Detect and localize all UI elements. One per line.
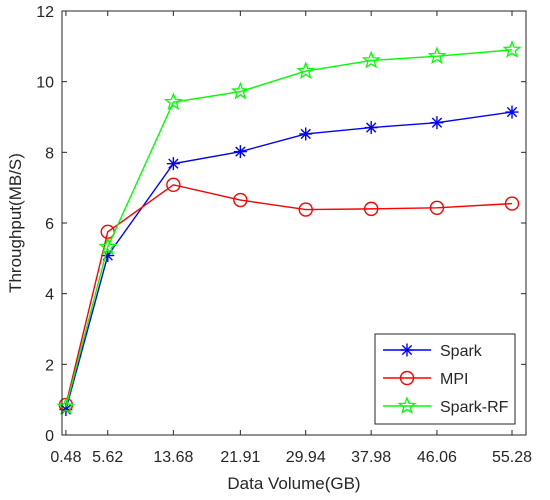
y-tick-label: 2: [45, 357, 54, 374]
data-point-spark-rf: [56, 396, 76, 415]
data-point-spark: [430, 116, 444, 130]
legend-label: Spark: [440, 343, 483, 360]
legend-label: MPI: [440, 371, 468, 388]
data-point-mpi: [429, 200, 445, 216]
x-tick-label: 5.62: [92, 449, 123, 466]
data-point-mpi: [363, 201, 379, 217]
data-point-mpi: [233, 192, 248, 208]
y-tick-label: 4: [45, 287, 54, 304]
legend-marker: [397, 396, 417, 414]
data-point-spark-rf: [502, 40, 522, 58]
data-point-spark: [166, 157, 180, 171]
y-axis-label: Throughput(MB/S): [6, 153, 25, 293]
y-tick-label: 10: [36, 75, 54, 92]
data-point-spark-rf: [98, 237, 118, 255]
y-tick-label: 6: [45, 216, 54, 233]
data-point-spark-rf: [427, 46, 447, 65]
legend-item-spark: Spark: [383, 343, 483, 360]
legend-label: Spark-RF: [440, 399, 509, 416]
data-point-mpi: [504, 196, 520, 211]
x-tick-label: 29.94: [286, 449, 326, 466]
series-line-spark: [65, 111, 513, 410]
y-tick-label: 12: [36, 4, 54, 21]
plot-frame: [61, 10, 527, 436]
data-point-spark-rf: [296, 61, 316, 80]
data-point-spark-rf: [231, 81, 250, 100]
legend-item-spark-rf: Spark-RF: [383, 396, 509, 416]
x-axis-label: Data Volume(GB): [227, 474, 360, 493]
x-tick-label: 55.28: [492, 449, 532, 466]
y-tick-label: 0: [45, 428, 54, 445]
legend-marker: [400, 343, 414, 357]
x-tick-label: 0.48: [50, 449, 81, 466]
data-point-spark-rf: [164, 92, 183, 111]
legend-box: [374, 333, 516, 425]
x-axis-ticks: 0.48 5.62 13.68 21.91 29.94 37.98 46.06 55.28: [50, 11, 532, 466]
y-axis-ticks: 0 2 4 6 8 10 12: [36, 4, 526, 445]
data-point-spark: [299, 127, 313, 141]
x-tick-label: 21.91: [220, 449, 260, 466]
legend-item-mpi: MPI: [383, 370, 468, 388]
legend-marker: [399, 370, 415, 386]
data-point-mpi: [298, 202, 313, 217]
data-point-spark: [233, 145, 247, 159]
data-point-mpi: [166, 177, 181, 193]
data-point-spark-rf: [361, 50, 381, 69]
series-layer: [56, 40, 522, 417]
y-tick-label: 8: [45, 145, 54, 162]
data-point-spark: [364, 121, 378, 135]
x-tick-label: 13.68: [153, 449, 193, 466]
series-line-spark-rf: [65, 49, 513, 407]
x-tick-label: 37.98: [351, 449, 391, 466]
legend: Spark MPI Spark-RF: [374, 333, 516, 425]
data-point-spark: [505, 105, 519, 119]
x-tick-label: 46.06: [417, 449, 457, 466]
